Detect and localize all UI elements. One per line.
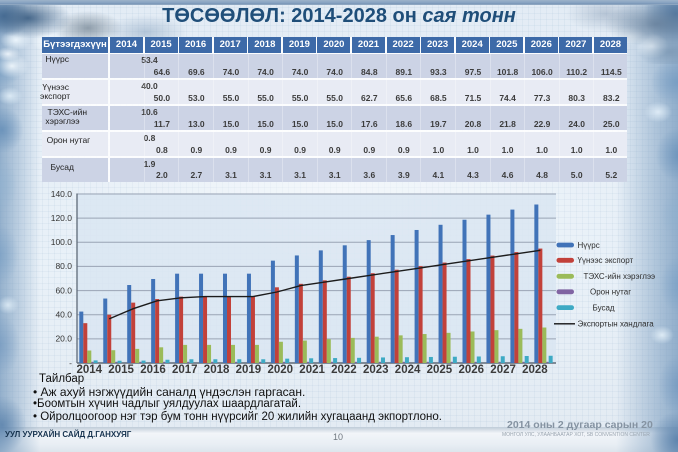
svg-text:2028: 2028 xyxy=(522,364,548,376)
svg-text:2015: 2015 xyxy=(108,364,134,376)
svg-text:Бусад: Бусад xyxy=(593,304,615,313)
svg-text:2022: 2022 xyxy=(331,364,357,376)
svg-text:Орон нутаг: Орон нутаг xyxy=(590,288,631,297)
svg-text:100.0: 100.0 xyxy=(51,237,73,247)
svg-text:120.0: 120.0 xyxy=(51,213,73,223)
svg-text:2020: 2020 xyxy=(268,364,294,376)
svg-text:-: - xyxy=(69,358,72,368)
svg-text:40.0: 40.0 xyxy=(55,310,72,320)
svg-text:2021: 2021 xyxy=(299,364,325,376)
svg-text:Нүүрс: Нүүрс xyxy=(578,241,600,250)
svg-text:140.0: 140.0 xyxy=(51,189,73,199)
svg-text:80.0: 80.0 xyxy=(55,261,72,271)
svg-text:2014: 2014 xyxy=(77,364,103,376)
svg-text:60.0: 60.0 xyxy=(55,285,72,295)
svg-text:2016: 2016 xyxy=(140,364,166,376)
svg-text:2026: 2026 xyxy=(459,364,485,376)
svg-text:20.0: 20.0 xyxy=(55,334,72,344)
svg-text:2017: 2017 xyxy=(172,364,198,376)
svg-text:2023: 2023 xyxy=(363,364,389,376)
svg-text:2018: 2018 xyxy=(204,364,230,376)
svg-text:Үүнээс экспорт: Үүнээс экспорт xyxy=(578,256,634,265)
svg-text:2025: 2025 xyxy=(427,364,453,376)
svg-text:2027: 2027 xyxy=(490,364,516,376)
svg-text:ТЭХС-ийн хэрэглээ: ТЭХС-ийн хэрэглээ xyxy=(584,272,656,281)
svg-text:2024: 2024 xyxy=(395,364,421,376)
svg-text:Экспортын хандлага: Экспортын хандлага xyxy=(578,320,655,329)
svg-text:2019: 2019 xyxy=(236,364,262,376)
